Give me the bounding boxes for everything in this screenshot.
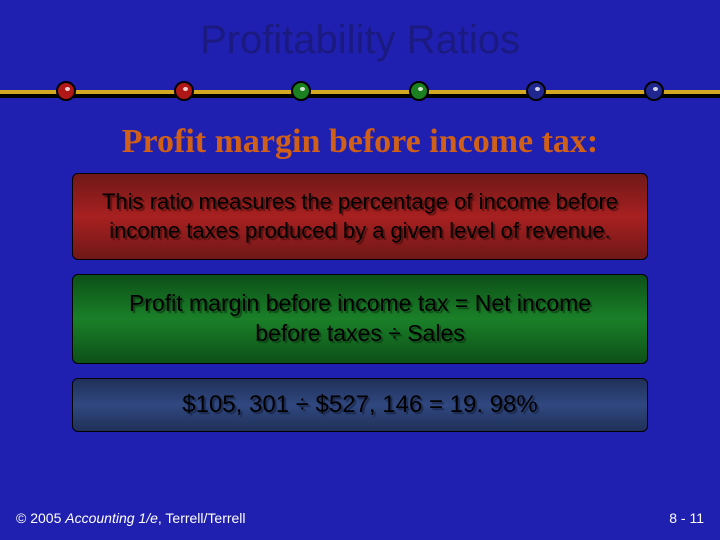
page-number: 8 - 11 — [669, 510, 704, 526]
dot-icon — [174, 81, 194, 101]
formula-text: Profit margin before income tax = Net in… — [129, 290, 591, 346]
subtitle: Profit margin before income tax: — [0, 123, 720, 161]
divider-dots — [56, 81, 664, 101]
copyright-suffix: , Terrell/Terrell — [158, 510, 246, 526]
description-text: This ratio measures the percentage of in… — [102, 189, 618, 243]
dot-icon — [291, 81, 311, 101]
slide-footer: © 2005 Accounting 1/e, Terrell/Terrell 8… — [16, 510, 704, 526]
copyright-book: Accounting 1/e — [65, 510, 158, 526]
calculation-text: $105, 301 ÷ $527, 146 = 19. 98% — [182, 391, 537, 418]
calculation-box: $105, 301 ÷ $527, 146 = 19. 98% — [72, 378, 648, 432]
dot-icon — [644, 81, 664, 101]
slide-title: Profitability Ratios — [0, 0, 720, 63]
dot-icon — [56, 81, 76, 101]
dot-icon — [409, 81, 429, 101]
decorative-divider — [0, 81, 720, 105]
copyright: © 2005 Accounting 1/e, Terrell/Terrell — [16, 510, 246, 526]
subtitle-text: Profit margin before income tax: — [122, 123, 599, 160]
description-box: This ratio measures the percentage of in… — [72, 173, 648, 260]
copyright-prefix: © 2005 — [16, 510, 65, 526]
formula-box: Profit margin before income tax = Net in… — [72, 274, 648, 364]
dot-icon — [526, 81, 546, 101]
